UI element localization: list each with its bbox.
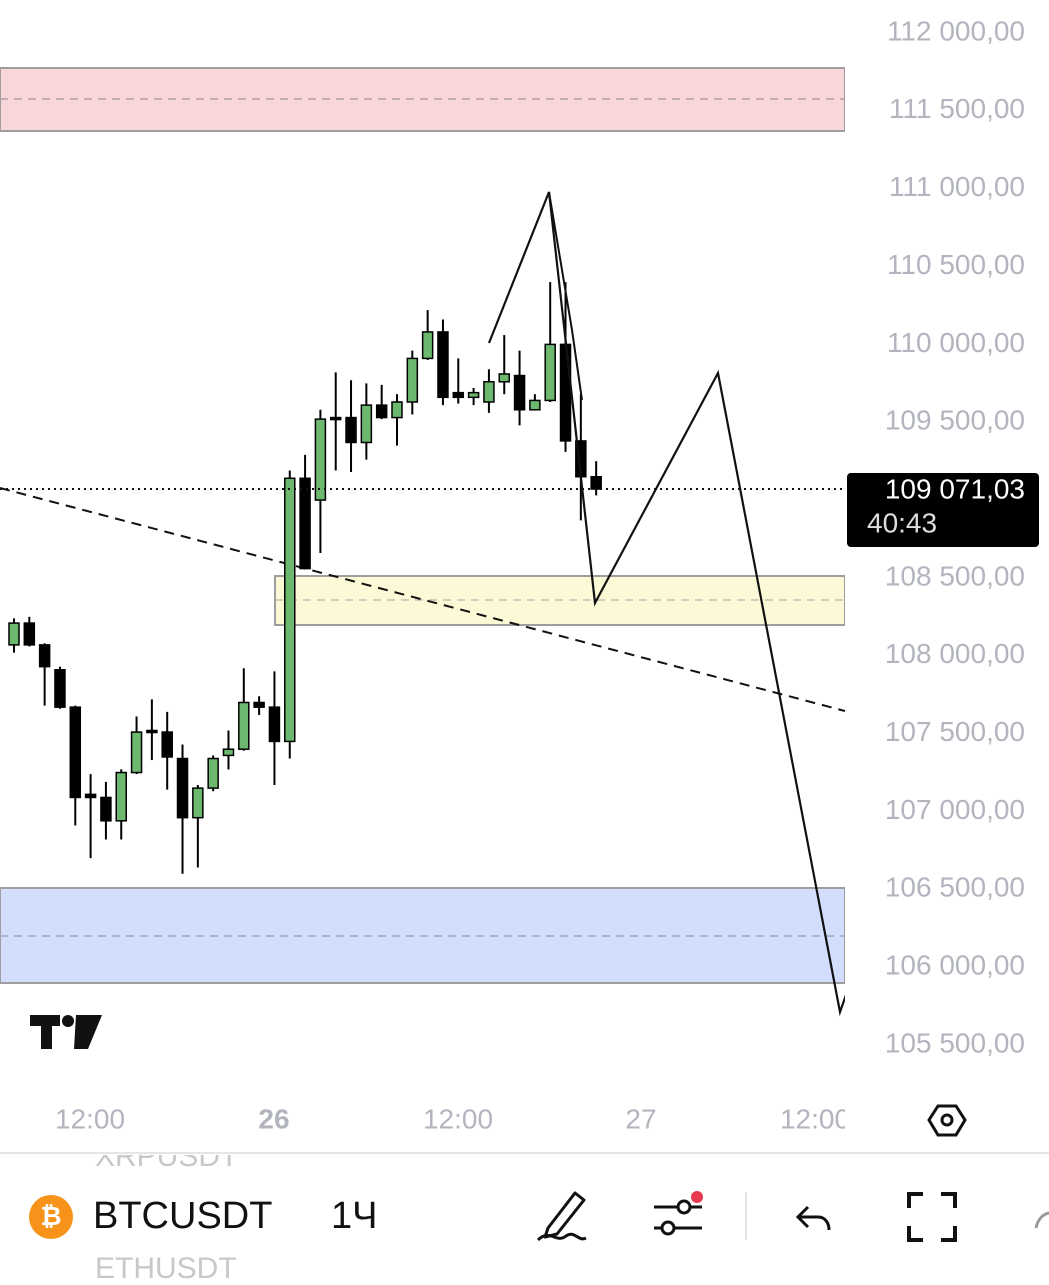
btc-glyph: ₿: [40, 1201, 61, 1231]
x-tick-label: 12:00: [55, 1103, 125, 1134]
y-tick-label: 107 000,00: [885, 794, 1025, 825]
candle-body: [130, 731, 143, 774]
projection-path[interactable]: [487, 191, 846, 1017]
y-tick-label: 110 000,00: [887, 327, 1025, 358]
candle-body: [467, 391, 480, 399]
candle-body: [345, 416, 357, 444]
candle-body: [146, 729, 158, 734]
candle-body: [268, 706, 281, 743]
fullscreen-button[interactable]: [907, 1192, 957, 1242]
candle-body: [284, 477, 296, 743]
candle-body: [176, 757, 189, 819]
candle-body: [437, 331, 449, 399]
y-tick-label: 105 500,00: [885, 1027, 1025, 1058]
candle-body: [329, 416, 342, 421]
candle-body: [23, 622, 36, 646]
y-tick-label: 109 500,00: [885, 405, 1025, 436]
symbol[interactable]: BTCUSDT: [93, 1195, 272, 1237]
y-tick-label: 111 000,00: [889, 171, 1025, 202]
draw-button[interactable]: [536, 1191, 587, 1242]
candle-body: [38, 644, 51, 668]
x-tick-label: 26: [258, 1103, 289, 1134]
candle-body: [452, 391, 465, 399]
symbol-list-item[interactable]: XRPUSDT: [95, 1140, 238, 1173]
trend-line[interactable]: [0, 487, 845, 712]
candle-body: [498, 373, 510, 383]
projection-path: [548, 191, 583, 401]
btc-icon: [29, 1195, 73, 1239]
x-tick-label: 12:00: [423, 1103, 493, 1134]
y-tick-label: 110 500,00: [887, 249, 1025, 280]
candle-body: [207, 757, 219, 789]
candle-body: [314, 418, 327, 501]
candle-body: [375, 404, 388, 419]
interval[interactable]: 1Ч: [331, 1195, 377, 1237]
candle-body: [590, 475, 602, 490]
y-tick-label: 106 000,00: [885, 950, 1025, 981]
candle-body: [54, 669, 66, 708]
candle-body: [84, 793, 97, 799]
plot-area: 12:00 26 12:00 27 12:00: [0, 67, 850, 1134]
candle-body: [483, 381, 495, 403]
x-tick-label: 27: [625, 1103, 656, 1134]
candle-body: [222, 748, 235, 757]
y-tick-label: 106 500,00: [885, 872, 1025, 903]
last-price: 109 071,03: [885, 473, 1025, 504]
candle-body: [69, 706, 82, 799]
candle-body: [192, 787, 204, 819]
y-tick-label: 108 500,00: [885, 560, 1025, 591]
candle-body: [406, 357, 419, 403]
symbol-list-item[interactable]: ETHUSDT: [95, 1252, 237, 1280]
candle-body: [115, 771, 127, 822]
candle-body: [391, 401, 403, 419]
candle-body: [513, 374, 526, 411]
candle-body: [360, 404, 373, 444]
settings-button[interactable]: [927, 1104, 967, 1137]
y-tick-label: 107 500,00: [885, 716, 1025, 747]
x-tick-label: 12:00: [780, 1103, 850, 1134]
candle-body: [100, 796, 112, 822]
candle-body: [8, 622, 20, 646]
candle-body: [529, 399, 541, 411]
candle-body: [253, 701, 265, 708]
candle-body: [559, 343, 572, 442]
indicators-button[interactable]: [654, 1191, 703, 1236]
candle-body: [421, 331, 434, 360]
y-tick-label: 112 000,00: [887, 15, 1025, 46]
candle-body: [161, 731, 173, 758]
countdown: 40:43: [867, 507, 937, 538]
y-tick-label: 108 000,00: [885, 638, 1025, 669]
y-tick-label: 111 500,00: [889, 93, 1025, 124]
undo-button[interactable]: [795, 1205, 831, 1231]
candle-body: [544, 343, 556, 402]
candle-body: [238, 701, 250, 750]
candle-body: [299, 477, 311, 570]
tradingview-logo: [30, 1015, 102, 1049]
more-icon: [1034, 1211, 1049, 1229]
